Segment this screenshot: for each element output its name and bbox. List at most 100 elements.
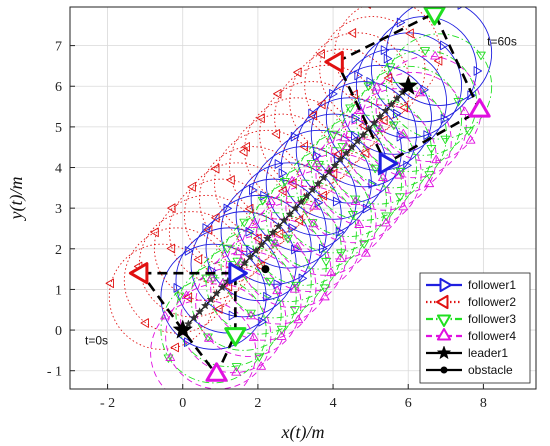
path-marker (464, 127, 474, 136)
path-marker (254, 353, 265, 362)
path-marker (228, 310, 238, 321)
path-marker (326, 267, 336, 277)
path-marker (278, 168, 288, 179)
legend: follower1 follower2 follower3 follower4 lead… (419, 272, 531, 384)
x-tick-label: 6 (405, 396, 412, 411)
path-marker (426, 145, 437, 154)
swept-circle (385, 33, 493, 140)
legend-box (419, 272, 531, 384)
path-marker (383, 73, 393, 83)
path-marker (329, 89, 338, 99)
path-marker (368, 179, 377, 189)
leader-path-marker (307, 185, 317, 194)
path-marker (312, 158, 322, 167)
path-marker (298, 273, 308, 284)
leader-path-marker (296, 197, 306, 206)
path-marker (453, 97, 464, 107)
path-marker (378, 172, 388, 182)
plot-frame (69, 6, 537, 390)
path-marker (150, 227, 159, 238)
leader-path-marker (217, 282, 227, 292)
swept-circle (265, 163, 372, 270)
path-marker (223, 281, 233, 292)
path-marker (465, 135, 476, 144)
leader-path-marker (206, 294, 216, 304)
path-marker (214, 304, 223, 314)
path-marker (236, 256, 247, 265)
x-tick-label: 8 (480, 396, 487, 411)
path-marker (333, 196, 342, 207)
path-marker (246, 245, 255, 256)
path-marker (319, 284, 330, 293)
leader-path-marker (262, 233, 272, 243)
y-tick-label: 1 (55, 283, 62, 298)
swept-circle (235, 195, 342, 303)
marker-follower3 (423, 7, 446, 26)
path-marker (424, 178, 435, 188)
path-marker (274, 159, 284, 169)
path-marker (314, 160, 324, 170)
path-marker (264, 277, 275, 287)
leader-path-marker (353, 136, 362, 145)
path-marker (379, 115, 388, 126)
swept-circle (340, 48, 448, 155)
path-marker (231, 363, 242, 372)
path-marker (222, 244, 233, 254)
y-tick-label: 6 (55, 80, 62, 95)
path-marker (203, 225, 213, 235)
path-marker (317, 99, 326, 110)
path-marker (319, 243, 328, 254)
swept-circle (360, 71, 467, 179)
marker-leader1 (172, 319, 193, 339)
path-marker (335, 227, 345, 237)
path-marker (211, 212, 220, 223)
path-marker (283, 234, 293, 244)
path-marker (328, 130, 339, 140)
path-marker (335, 253, 346, 262)
leader-path-marker (319, 172, 329, 182)
grid (70, 7, 536, 389)
plot-data (105, 7, 493, 389)
path-marker (440, 114, 450, 124)
leader-path-marker (302, 191, 312, 200)
path-marker (339, 132, 349, 142)
marker-follower2 (324, 50, 344, 73)
path-marker (256, 361, 266, 370)
path-marker (266, 196, 276, 205)
x-tick-label: 2 (254, 396, 261, 411)
path-marker (173, 283, 182, 293)
path-marker (321, 257, 331, 267)
path-marker (405, 28, 414, 39)
path-marker (248, 332, 259, 341)
path-marker (246, 310, 256, 320)
path-marker (206, 272, 217, 282)
path-marker (361, 248, 371, 257)
swept-circle (150, 299, 257, 389)
path-marker (193, 254, 203, 265)
y-tick-label: 0 (55, 324, 62, 339)
marker-follower3 (224, 327, 247, 347)
swept-circle (270, 169, 377, 276)
swept-circle (195, 250, 302, 357)
legend-label: follower4 (468, 329, 516, 343)
path-marker (423, 130, 432, 140)
path-marker (345, 104, 355, 113)
legend-item-follower4: follower4 (426, 328, 516, 343)
swept-circle (210, 234, 317, 341)
swept-circle (355, 65, 463, 173)
path-marker (204, 333, 214, 342)
path-marker (290, 306, 300, 315)
path-marker (312, 151, 322, 161)
leader-path-marker (313, 179, 323, 188)
marker-obstacle (261, 265, 270, 274)
path-marker (183, 292, 193, 303)
path-marker (203, 333, 213, 342)
swept-circle (280, 147, 387, 254)
swept-circle (190, 244, 297, 351)
path-marker (293, 67, 302, 78)
path-marker (160, 310, 170, 320)
path-marker (245, 226, 254, 237)
path-marker (287, 176, 297, 185)
path-marker (354, 219, 365, 228)
path-marker (385, 63, 396, 72)
